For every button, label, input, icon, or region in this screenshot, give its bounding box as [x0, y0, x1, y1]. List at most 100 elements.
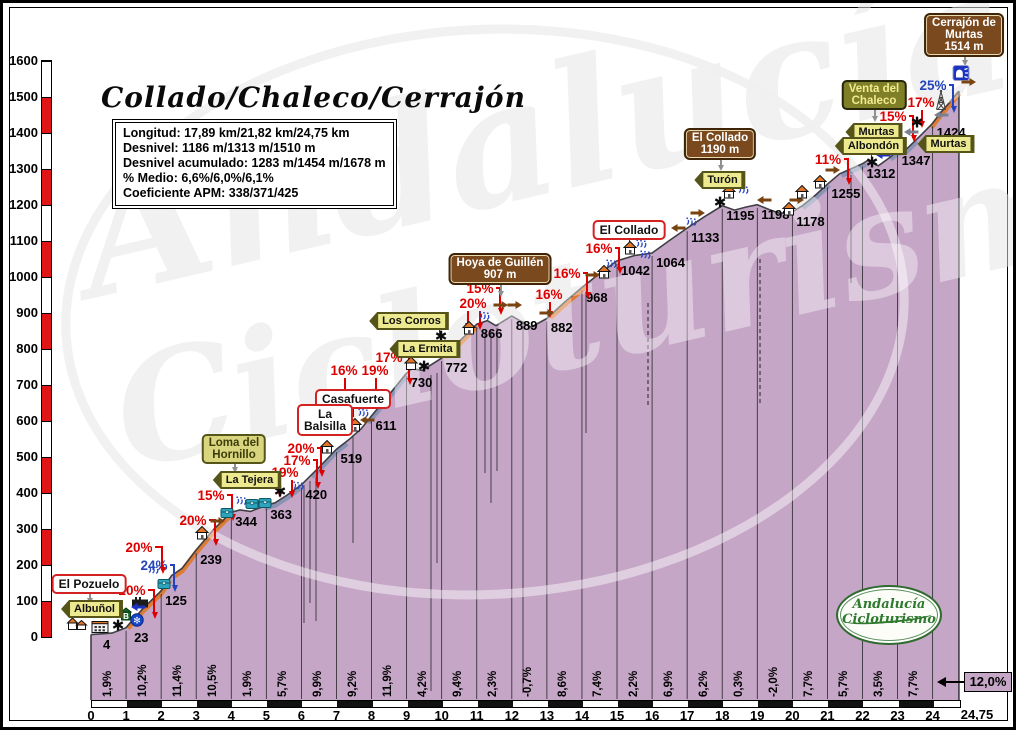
info-line: Longitud: 17,89 km/21,82 km/24,75 km [123, 126, 350, 140]
gradient-arrow [949, 84, 957, 113]
segment-gradient-label: 9,4% [452, 670, 465, 697]
info-line: Desnivel acumulado: 1283 m/1454 m/1678 m [123, 156, 386, 170]
elevation-label: 1195 [726, 207, 755, 223]
icon-star: ✱ [417, 357, 431, 376]
gradient-arrow [615, 247, 623, 274]
km-strip-segment [232, 701, 268, 707]
segment-gradient-label: 7,7% [908, 670, 921, 697]
km-strip [91, 700, 961, 708]
scale-segment [42, 493, 51, 529]
steep-band [171, 514, 232, 579]
elevation-label: 1198 [761, 206, 790, 222]
icon-arrow-right-brown [507, 301, 523, 310]
scale-segment [42, 385, 51, 421]
scale-segment [42, 241, 51, 277]
km-strip-segment [723, 701, 759, 707]
sign-leader [717, 157, 724, 171]
segment-gradient-label: 0,3% [732, 670, 745, 697]
gradient-arrow [476, 311, 483, 330]
place-sign: Murtas [917, 135, 975, 153]
km-label: 12 [504, 708, 520, 723]
km-strip-segment [688, 701, 724, 707]
elevation-label: 882 [550, 320, 573, 336]
icon-spring [147, 564, 159, 575]
elevation-label: 611 [375, 418, 397, 434]
steep-band [801, 183, 831, 210]
scale-segment [42, 61, 51, 97]
segment-gradient-label: 9,2% [347, 670, 359, 697]
icon-star: ✱ [713, 193, 727, 212]
place-sign-label: Turón [703, 173, 742, 187]
icon-house [596, 264, 612, 279]
elevation-label: 889 [515, 317, 538, 333]
icon-spring [292, 480, 304, 491]
segment-gradient-label: 11,4% [171, 665, 184, 697]
final-gradient-arrow-line [941, 681, 964, 683]
km-label: 8 [367, 708, 376, 723]
steep-band [310, 441, 349, 479]
place-sign-label: El Pozuelo [58, 577, 120, 591]
km-strip-segment [407, 701, 443, 707]
final-gradient-arrow-head [932, 677, 946, 687]
svg-text:✻: ✻ [133, 617, 141, 627]
y-axis-label: 900 [16, 304, 38, 320]
y-axis-label: 0 [30, 628, 38, 644]
segment-gradient-label: 5,7% [276, 670, 289, 697]
y-axis-label: 1200 [9, 196, 38, 212]
icon-chest [245, 499, 259, 509]
elevation-label: 1064 [656, 254, 685, 270]
place-sign-label: Murtas [945, 29, 983, 41]
icon-arrow-left-brown [757, 196, 772, 205]
logo-text: Andalucía [852, 597, 926, 612]
place-sign-label: Cerrajón de [932, 17, 996, 29]
icon-house [812, 174, 828, 189]
km-label: 11 [469, 708, 484, 723]
sign-leader [629, 236, 630, 244]
profile-edge [90, 90, 960, 636]
place-sign: El Collado 1190 m [683, 128, 757, 160]
place-sign: Los Corros [369, 312, 449, 330]
elevation-label: 363 [270, 507, 293, 523]
segment-gradient-label: 10,2% [136, 664, 149, 697]
km-strip-segment [828, 701, 864, 707]
steep-band [840, 161, 868, 178]
km-strip-segment [197, 701, 233, 707]
km-strip-segment [162, 701, 198, 707]
segment-gradient-label: 8,6% [557, 670, 570, 697]
max-gradient-mark: 19% [361, 363, 389, 378]
place-sign: Venta del Chaleco [841, 80, 907, 110]
icon-arrow-right-brown [493, 301, 509, 310]
max-gradient-mark: 11% [814, 152, 842, 167]
segment-gradient-label: 6,2% [697, 670, 710, 697]
icon-chest [157, 579, 171, 589]
gradient-arrow [170, 564, 178, 592]
place-sign-label: Hoya de Guillén [456, 257, 544, 269]
place-sign-label: Venta del [848, 83, 900, 95]
elevation-label: 4 [103, 636, 111, 652]
place-sign-label: Chaleco [851, 95, 897, 107]
icon-spring [685, 216, 697, 227]
y-axis-label: 400 [16, 484, 38, 500]
icon-house [461, 320, 477, 335]
km-strip-segment [618, 701, 654, 707]
chart-title: Collado/Chaleco/Cerrajón [101, 81, 526, 114]
km-strip-segment [372, 701, 408, 707]
y-axis-label: 1100 [9, 232, 38, 248]
place-sign-label: Hornillo [212, 449, 256, 461]
scale-segment [42, 133, 51, 169]
elevation-label: 125 [165, 593, 187, 608]
segment-gradient-label: -0,7% [522, 666, 535, 697]
elevation-label: 1312 [866, 165, 896, 181]
gradient-arrow [909, 115, 917, 142]
scale-segment [42, 565, 51, 601]
icon-house [622, 240, 638, 255]
elevation-label: 420 [305, 486, 328, 502]
km-strip-segment [477, 701, 513, 707]
gradient-arrow [148, 589, 158, 619]
svg-text:B: B [123, 612, 129, 621]
scale-segment [42, 421, 51, 457]
scale-segment [42, 205, 51, 241]
sign-leader [497, 282, 504, 297]
y-axis-label: 100 [16, 592, 38, 608]
